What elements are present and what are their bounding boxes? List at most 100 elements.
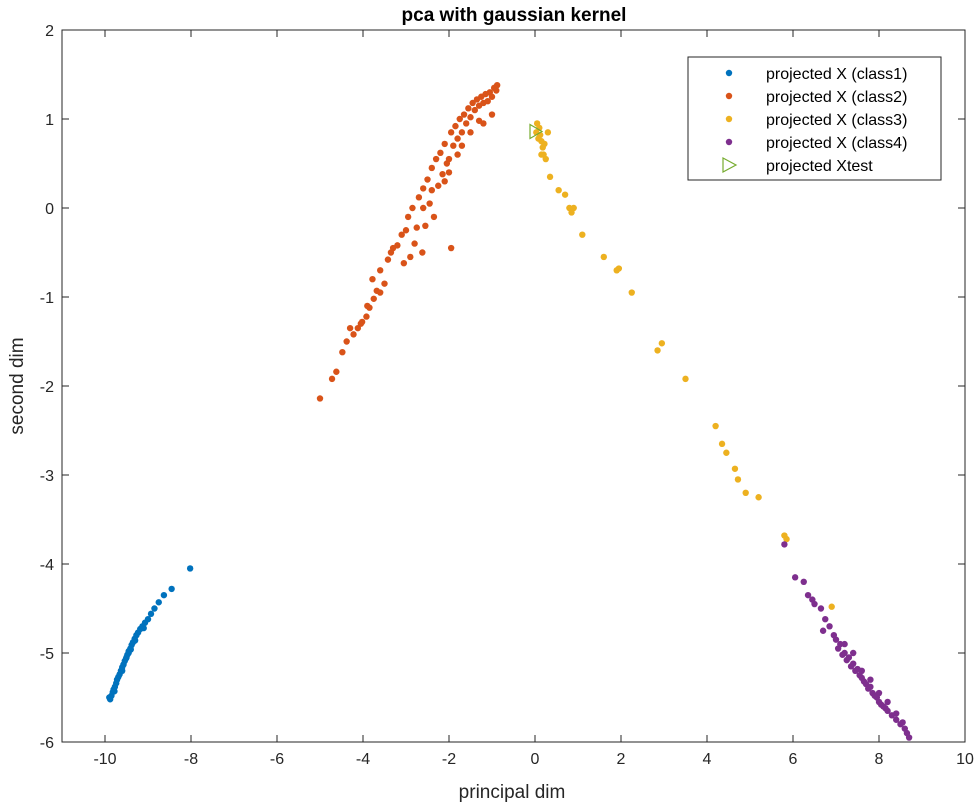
data-point xyxy=(413,224,420,231)
data-point xyxy=(328,375,336,383)
legend-entry: projected X (class3) xyxy=(766,112,907,129)
data-point xyxy=(488,111,496,118)
data-point xyxy=(400,259,408,267)
data-point xyxy=(144,615,152,623)
series-2 xyxy=(316,81,501,402)
legend-entry: projected X (class4) xyxy=(766,135,907,152)
y-tick-label: -2 xyxy=(40,379,54,396)
data-point xyxy=(819,627,827,634)
data-point xyxy=(155,599,162,606)
data-point xyxy=(899,719,906,726)
legend-entry: projected X (class2) xyxy=(766,89,907,106)
x-tick-label: -10 xyxy=(93,751,116,768)
data-point xyxy=(460,111,468,118)
data-point xyxy=(469,99,476,107)
legend-marker xyxy=(725,69,733,77)
data-point xyxy=(783,535,790,543)
data-point xyxy=(426,200,433,207)
legend: projected X (class1) projected X (class2)… xyxy=(687,56,942,181)
data-point xyxy=(718,440,726,448)
data-point xyxy=(160,591,168,599)
data-point xyxy=(106,694,113,701)
data-point xyxy=(452,122,459,130)
x-tick-label: -2 xyxy=(442,751,456,768)
y-tick-label: -1 xyxy=(40,290,54,307)
y-tick-label: 2 xyxy=(45,23,54,40)
data-point xyxy=(555,187,562,194)
legend-marker xyxy=(725,115,733,123)
data-point xyxy=(430,213,438,221)
data-point xyxy=(428,164,435,172)
data-point xyxy=(424,176,431,183)
y-tick-label: 1 xyxy=(45,112,54,129)
data-point xyxy=(884,707,891,715)
data-point xyxy=(546,173,554,181)
data-point xyxy=(893,710,900,717)
y-tick-label: -5 xyxy=(40,646,54,663)
legend-marker xyxy=(725,92,733,100)
x-tick-label: 2 xyxy=(617,751,626,768)
data-point xyxy=(755,494,762,501)
data-point xyxy=(579,231,586,238)
data-point xyxy=(377,267,384,274)
data-point xyxy=(445,155,453,163)
data-point xyxy=(316,395,324,402)
y-axis-label: second dim xyxy=(7,337,28,434)
data-point xyxy=(454,135,461,142)
data-point xyxy=(471,106,478,114)
plot-area xyxy=(106,81,913,741)
data-point xyxy=(147,610,155,618)
data-point xyxy=(467,114,474,121)
data-point xyxy=(781,541,788,548)
data-point xyxy=(343,338,350,345)
data-point xyxy=(415,194,423,201)
series-3 xyxy=(533,120,835,610)
data-point xyxy=(542,155,549,163)
data-point xyxy=(350,331,357,338)
data-point xyxy=(529,123,544,140)
data-point xyxy=(541,140,548,148)
data-point xyxy=(398,231,405,238)
data-point xyxy=(420,204,427,212)
data-point xyxy=(168,585,175,593)
x-tick-label: -4 xyxy=(356,751,370,768)
series-1 xyxy=(106,565,194,703)
data-point xyxy=(544,129,552,136)
x-tick-label: 6 xyxy=(789,751,798,768)
data-point xyxy=(867,683,874,691)
data-point xyxy=(875,689,883,697)
data-point xyxy=(615,265,623,272)
data-point xyxy=(441,140,448,148)
data-point xyxy=(493,81,501,89)
legend-marker xyxy=(722,156,738,174)
data-point xyxy=(463,120,470,127)
data-point xyxy=(447,244,455,252)
data-point xyxy=(404,213,412,221)
x-axis-label: principal dim xyxy=(459,782,566,803)
data-point xyxy=(123,654,130,661)
x-tick-label: 0 xyxy=(531,751,540,768)
data-point xyxy=(458,142,466,149)
data-point xyxy=(131,637,139,644)
legend-entry: projected Xtest xyxy=(766,158,873,175)
data-point xyxy=(841,640,848,648)
data-point xyxy=(456,115,463,123)
data-point xyxy=(377,289,384,296)
data-point xyxy=(428,187,435,194)
data-point xyxy=(358,318,366,326)
y-tick-label: 0 xyxy=(45,201,54,218)
data-point xyxy=(369,276,376,283)
data-point xyxy=(858,667,865,674)
data-point xyxy=(370,295,377,302)
x-tick-label: 4 xyxy=(703,751,712,768)
x-tick-label: -8 xyxy=(184,751,198,768)
data-point xyxy=(437,149,444,157)
data-point xyxy=(339,348,346,356)
legend-entry: projected X (class1) xyxy=(766,66,907,83)
data-point xyxy=(811,600,818,608)
data-point xyxy=(658,340,666,347)
data-point xyxy=(364,302,371,310)
data-point xyxy=(828,603,835,610)
data-point xyxy=(800,578,807,585)
